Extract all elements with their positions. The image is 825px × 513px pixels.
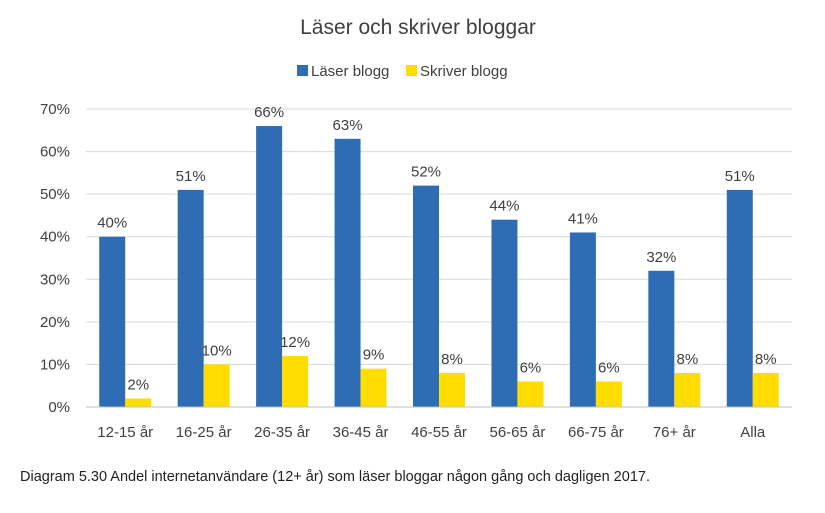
data-label: 41% bbox=[568, 210, 598, 227]
figure-caption: Diagram 5.30 Andel internetanvändare (12… bbox=[20, 469, 650, 485]
bar bbox=[99, 236, 126, 407]
x-tick-label: 46-55 år bbox=[411, 424, 467, 441]
data-label: 52% bbox=[411, 164, 441, 181]
data-label: 9% bbox=[363, 347, 385, 364]
legend-swatch-2 bbox=[406, 65, 417, 76]
chart-title: Läser och skriver bloggar bbox=[300, 16, 536, 39]
x-tick-label: 26-35 år bbox=[254, 424, 310, 441]
data-label: 10% bbox=[202, 342, 232, 359]
bar bbox=[439, 372, 465, 407]
x-tick-label: 12-15 år bbox=[97, 424, 153, 441]
bar bbox=[256, 126, 283, 408]
y-tick-label: 40% bbox=[40, 229, 70, 246]
data-label: 6% bbox=[598, 359, 620, 376]
bar bbox=[648, 270, 675, 407]
y-tick-label: 20% bbox=[40, 314, 70, 331]
bar bbox=[674, 372, 701, 407]
y-tick-label: 30% bbox=[40, 271, 70, 288]
bars bbox=[99, 126, 779, 408]
bar bbox=[595, 381, 622, 407]
bar bbox=[360, 368, 387, 407]
chart: Läser och skriver bloggar Läser blogg Skr… bbox=[40, 16, 792, 441]
legend-swatch-1 bbox=[297, 65, 308, 76]
bar bbox=[517, 381, 544, 407]
bar bbox=[569, 232, 596, 407]
y-axis: 0% 10% 20% 30% 40% 50% 60% 70% bbox=[40, 101, 70, 416]
bar bbox=[125, 398, 152, 407]
y-tick-label: 50% bbox=[40, 186, 70, 203]
bar bbox=[334, 138, 361, 408]
y-tick-label: 70% bbox=[40, 101, 70, 118]
data-label: 2% bbox=[127, 376, 149, 393]
data-label: 8% bbox=[755, 351, 777, 368]
legend-label-1: Läser blogg bbox=[311, 63, 389, 80]
data-labels: 40% 2% 51% 10% 66% 12% 63% 9% 52% 8% 44% 6% 41% 6% 32%… bbox=[97, 104, 776, 393]
bar bbox=[203, 364, 230, 407]
data-label: 8% bbox=[676, 351, 698, 368]
y-tick-label: 10% bbox=[40, 356, 70, 373]
data-label: 44% bbox=[489, 198, 519, 215]
data-label: 51% bbox=[176, 168, 206, 185]
data-label: 8% bbox=[441, 351, 463, 368]
x-tick-label: 16-25 år bbox=[176, 424, 232, 441]
x-tick-label: 36-45 år bbox=[333, 424, 389, 441]
y-tick-label: 0% bbox=[48, 399, 70, 416]
x-tick-label: 66-75 år bbox=[568, 424, 624, 441]
bar bbox=[413, 185, 439, 407]
x-tick-label: 56-65 år bbox=[490, 424, 546, 441]
bar bbox=[177, 189, 204, 407]
x-tick-label: 76+ år bbox=[653, 424, 696, 441]
bar bbox=[282, 355, 309, 407]
x-tick-label: Alla bbox=[740, 424, 766, 441]
legend-label-2: Skriver blogg bbox=[420, 63, 508, 80]
bar bbox=[726, 189, 753, 407]
bar bbox=[491, 219, 518, 407]
x-axis: 12-15 år 16-25 år 26-35 år 36-45 år 46-55 år… bbox=[86, 406, 792, 441]
data-label: 32% bbox=[646, 249, 676, 266]
data-label: 51% bbox=[725, 168, 755, 185]
data-label: 12% bbox=[280, 334, 310, 351]
data-label: 6% bbox=[520, 359, 542, 376]
data-label: 66% bbox=[254, 104, 284, 121]
data-label: 63% bbox=[333, 117, 363, 134]
legend: Läser blogg Skriver blogg bbox=[297, 63, 508, 80]
bar bbox=[752, 372, 779, 407]
y-tick-label: 60% bbox=[40, 144, 70, 161]
data-label: 40% bbox=[97, 215, 127, 232]
